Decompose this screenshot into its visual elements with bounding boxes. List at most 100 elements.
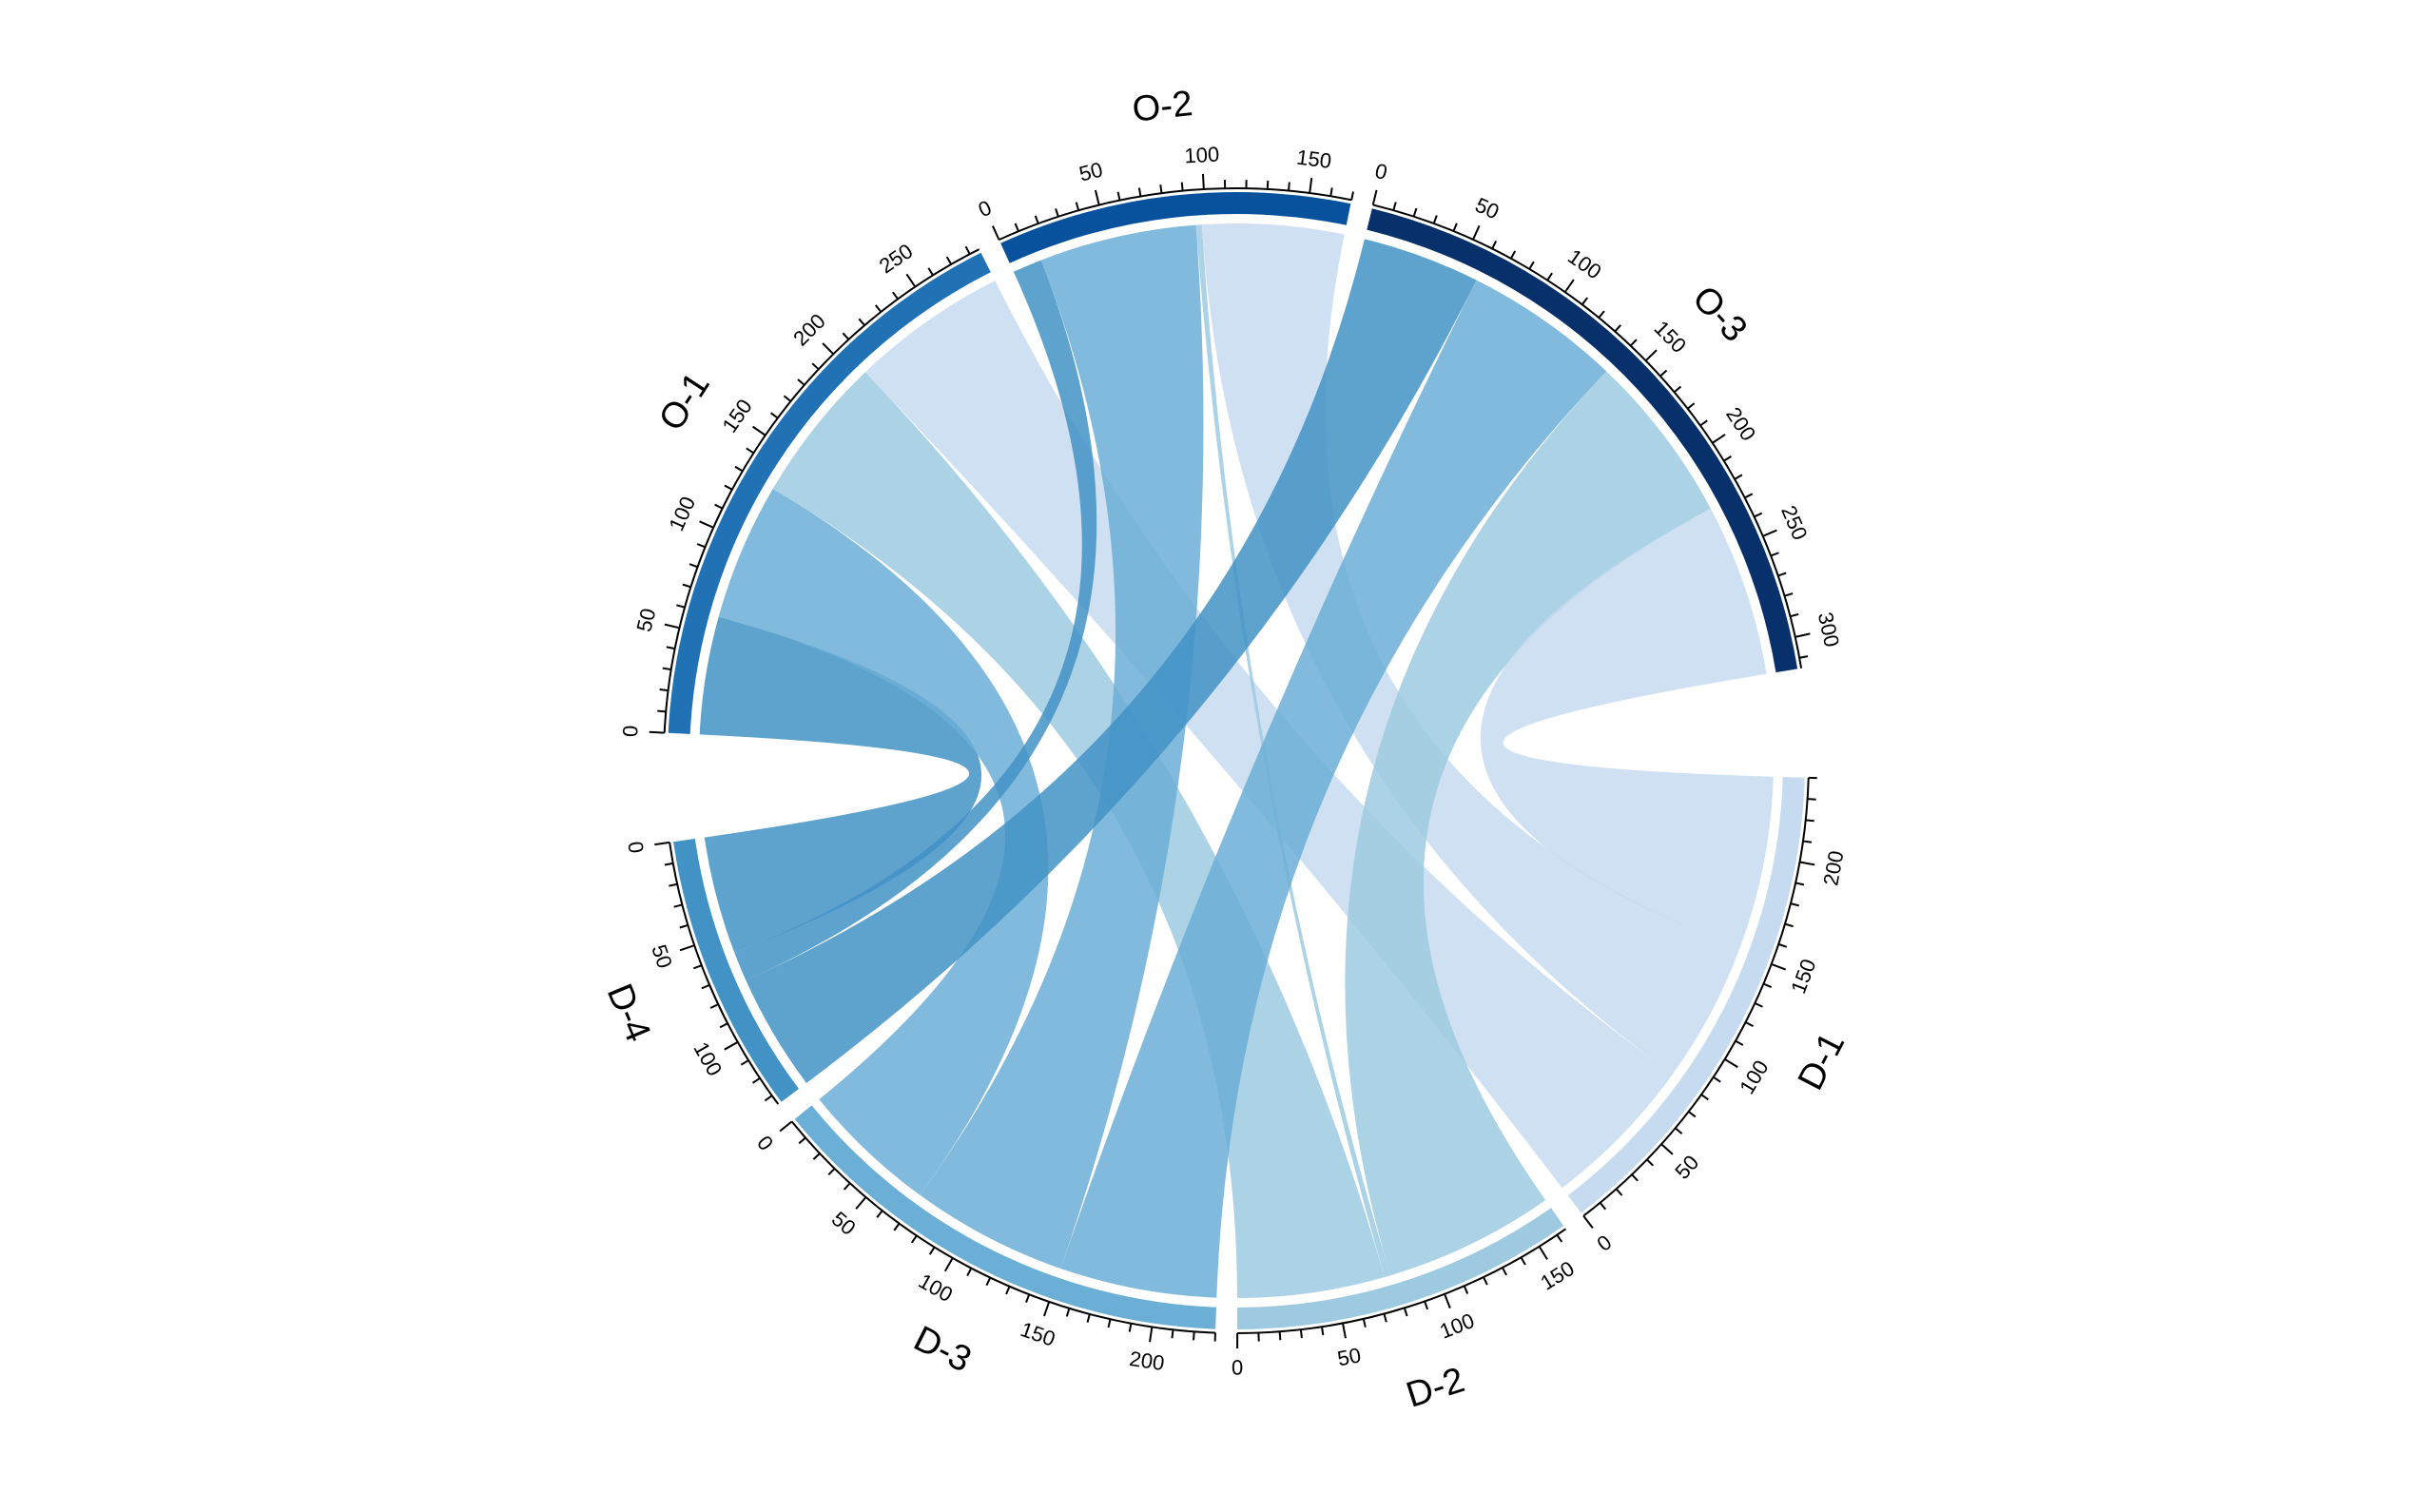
minor-tick (1034, 215, 1039, 224)
major-tick (699, 520, 714, 529)
minor-tick (1520, 1256, 1526, 1266)
minor-tick (752, 1077, 761, 1084)
tick-label: 0 (1372, 159, 1389, 184)
minor-tick (1734, 474, 1743, 480)
tick-label: 50 (1670, 1151, 1703, 1184)
minor-tick (1735, 1039, 1744, 1046)
minor-tick (657, 709, 667, 713)
major-tick (724, 1040, 739, 1051)
minor-tick (875, 304, 883, 313)
minor-tick (1075, 202, 1080, 211)
sector-label-d-3: D-3 (907, 1319, 978, 1381)
minor-tick (1744, 493, 1754, 499)
tick-label: 0 (618, 725, 643, 737)
major-tick (855, 1196, 867, 1210)
minor-tick (927, 267, 934, 276)
minor-tick (1025, 1293, 1031, 1303)
minor-tick (1159, 184, 1163, 194)
axis-baseline (1372, 204, 1803, 669)
minor-tick (1659, 369, 1668, 378)
tick-label: 50 (631, 606, 660, 634)
major-tick (1712, 434, 1726, 444)
sector-label-o-2: O-2 (1131, 84, 1195, 130)
axis-baseline (1237, 1228, 1567, 1334)
axis-baseline (790, 1120, 1216, 1334)
tick-label: 200 (1818, 849, 1848, 888)
sector-track-d-4 (673, 839, 799, 1102)
minor-tick (1278, 1331, 1282, 1341)
sector-label-o-1: O-1 (651, 366, 718, 438)
minor-tick (1452, 223, 1458, 232)
minor-tick (1802, 840, 1813, 843)
minor-tick (827, 1168, 836, 1176)
minor-tick (812, 1153, 821, 1160)
minor-tick (1350, 191, 1354, 201)
minor-tick (1777, 942, 1788, 948)
minor-tick (1362, 1318, 1367, 1328)
minor-tick (1432, 215, 1438, 224)
minor-tick (1065, 1308, 1071, 1317)
minor-tick (1424, 1301, 1429, 1310)
minor-tick (1137, 187, 1142, 197)
chord-o-1-to-d-3 (718, 489, 1049, 1195)
minor-tick (1581, 297, 1588, 305)
minor-tick (1299, 1329, 1303, 1339)
minor-tick (676, 604, 686, 609)
minor-tick (1723, 456, 1732, 462)
tick-label: 0 (1232, 1355, 1243, 1379)
minor-tick (1799, 655, 1809, 659)
major-tick (1371, 189, 1378, 205)
minor-tick (664, 862, 673, 866)
minor-tick (1412, 207, 1418, 217)
minor-tick (1107, 1319, 1112, 1328)
major-tick (1042, 1301, 1051, 1317)
major-tick (1472, 224, 1481, 241)
minor-tick (673, 903, 683, 908)
minor-tick (724, 484, 733, 491)
major-tick (1309, 177, 1313, 194)
minor-tick (1598, 310, 1605, 319)
major-tick (1538, 1246, 1548, 1260)
minor-tick (1383, 1313, 1387, 1323)
sector-label-d-4: D-4 (599, 979, 658, 1048)
minor-tick (769, 412, 779, 419)
sector-label-o-3: O-3 (1684, 279, 1755, 350)
minor-tick (858, 318, 865, 326)
minor-tick (764, 1095, 773, 1102)
minor-tick (1005, 1286, 1011, 1295)
sector-track-d-3 (794, 1105, 1216, 1329)
minor-tick (1615, 1188, 1623, 1196)
major-tick (943, 1257, 954, 1272)
minor-tick (701, 983, 710, 990)
minor-tick (1288, 182, 1290, 191)
major-tick (1644, 349, 1658, 362)
minor-tick (891, 291, 899, 300)
minor-tick (1713, 1076, 1721, 1083)
tick-label: 100 (1436, 1308, 1477, 1344)
minor-tick (669, 882, 678, 887)
minor-tick (1805, 819, 1814, 823)
minor-tick (1463, 1285, 1469, 1294)
major-tick (991, 225, 1000, 241)
sector-tracks-layer (668, 191, 1805, 1329)
minor-tick (842, 332, 850, 340)
minor-tick (1193, 1331, 1195, 1341)
tick-label: 50 (1077, 158, 1105, 186)
major-tick (1762, 529, 1777, 537)
tick-label: 150 (1786, 956, 1820, 997)
minor-tick (1528, 261, 1535, 270)
minor-tick (740, 1059, 749, 1066)
chord-o-3-to-d-4 (746, 239, 1477, 1083)
minor-tick (1546, 272, 1553, 281)
minor-tick (876, 1210, 883, 1218)
minor-tick (1631, 1173, 1639, 1182)
minor-tick (1699, 419, 1708, 427)
minor-tick (1790, 612, 1799, 618)
sector-label-d-1: D-1 (1791, 1026, 1853, 1096)
tick-label: 150 (717, 395, 756, 436)
minor-tick (1777, 572, 1787, 577)
major-tick (664, 623, 680, 630)
tick-label: 0 (1593, 1231, 1617, 1256)
minor-tick (928, 1246, 936, 1255)
tick-label: 150 (1536, 1256, 1578, 1295)
